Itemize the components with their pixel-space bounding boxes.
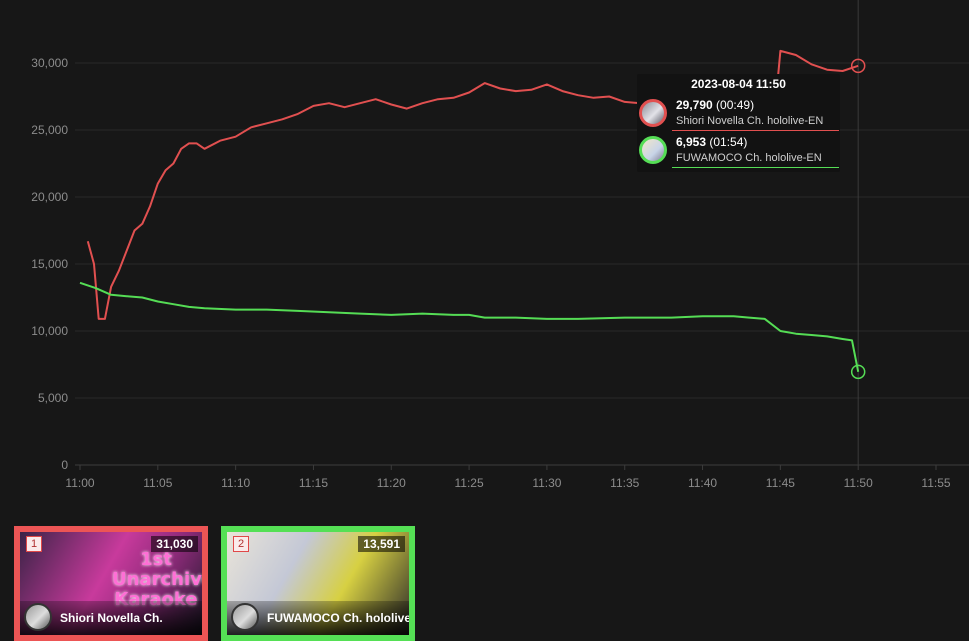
y-axis: 0 5,000 10,000 15,000 20,000 25,000 30,000 (31, 56, 68, 472)
tooltip-row-fuwamoco: 6,953 (01:54) FUWAMOCO Ch. hololive-EN (639, 135, 839, 168)
channel-name: Shiori Novella Ch. (60, 611, 163, 625)
x-tick-label-11:35: 11:35 (610, 476, 639, 490)
x-tick-label-11:05: 11:05 (143, 476, 172, 490)
series-line-1 (79, 281, 860, 372)
avatar (639, 99, 667, 127)
tooltip-time: 2023-08-04 11:50 (691, 77, 786, 91)
tooltip-row-shiori: 29,790 (00:49) Shiori Novella Ch. hololi… (639, 98, 839, 131)
grid-lines (75, 62, 969, 466)
tooltip-value: 29,790 (00:49) (676, 98, 755, 112)
tooltip-channel-name: FUWAMOCO Ch. hololive-EN (676, 152, 822, 164)
series-marker-0 (850, 58, 866, 74)
tooltip-series-color (672, 130, 839, 131)
x-tick-label-11:20: 11:20 (377, 476, 406, 490)
x-tick-label-11:15: 11:15 (299, 476, 328, 490)
viewer-count: 13,591 (358, 536, 405, 552)
x-tick-label-11:40: 11:40 (688, 476, 717, 490)
x-tick-label-11:55: 11:55 (921, 476, 950, 490)
x-tick-label-11:10: 11:10 (221, 476, 250, 490)
y-tick-label-20000: 20,000 (31, 190, 68, 204)
x-axis: 11:00 11:05 11:10 11:15 11:20 11:25 11:30 11:35… (65, 465, 951, 490)
y-tick-label-15000: 15,000 (31, 257, 68, 271)
series-marker-1 (850, 364, 866, 380)
avatar (24, 603, 52, 631)
rank-badge: 2 (233, 536, 249, 552)
channel-name: FUWAMOCO Ch. hololive- (267, 611, 415, 625)
tooltip-series-color (672, 167, 839, 168)
x-tick-label-11:00: 11:00 (65, 476, 94, 490)
rank-badge: 1 (26, 536, 42, 552)
y-tick-label-0: 0 (61, 458, 68, 472)
y-tick-label-10000: 10,000 (31, 324, 68, 338)
avatar (231, 603, 259, 631)
x-tick-label-11:50: 11:50 (844, 476, 873, 490)
y-tick-label-5000: 5,000 (38, 391, 68, 405)
stream-card-fuwamoco[interactable]: 2 13,591 FUWAMOCO Ch. hololive- (221, 526, 415, 641)
tooltip-value: 6,953 (01:54) (676, 135, 748, 149)
viewer-count: 31,030 (151, 536, 198, 552)
x-tick-label-11:30: 11:30 (532, 476, 561, 490)
y-tick-label-25000: 25,000 (31, 123, 68, 137)
stream-card-shiori[interactable]: 1st Unarchived Karaoke 1 31,030 Shiori N… (14, 526, 208, 641)
x-tick-label-11:45: 11:45 (766, 476, 795, 490)
thumbnail-title-art: 1st Unarchived Karaoke (112, 549, 202, 610)
tooltip-channel-name: Shiori Novella Ch. hololive-EN (676, 115, 824, 127)
avatar (639, 136, 667, 164)
y-tick-label-30000: 30,000 (31, 56, 68, 70)
viewer-chart[interactable]: 0 5,000 10,000 15,000 20,000 25,000 30,000 11:… (0, 0, 969, 520)
chart-tooltip: 2023-08-04 11:50 29,790 (00:49) Shiori N… (637, 74, 840, 172)
x-tick-label-11:25: 11:25 (455, 476, 484, 490)
